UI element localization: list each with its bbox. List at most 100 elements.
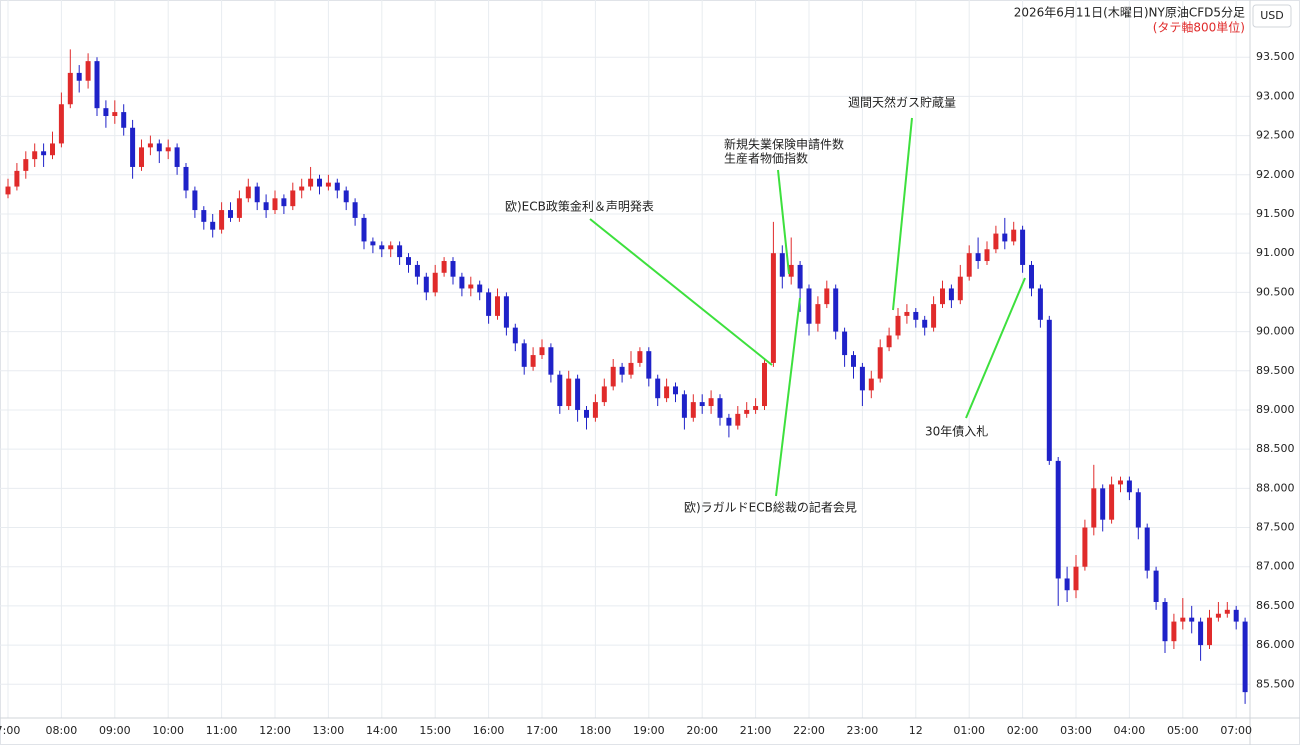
candle-body — [85, 61, 91, 81]
candle-body — [41, 151, 47, 156]
annotation: 欧)ECB政策金利＆声明発表 — [505, 199, 654, 214]
candle-body — [788, 264, 794, 277]
candle-body — [877, 347, 883, 379]
candle-body — [130, 127, 136, 167]
candle-body — [735, 413, 741, 426]
y-tick-label: 88.500 — [1256, 442, 1295, 455]
candle-body — [1002, 233, 1008, 242]
candle-body — [343, 190, 349, 203]
candle-body — [219, 210, 225, 230]
candle-body — [681, 394, 687, 418]
candle-body — [699, 402, 705, 407]
candle-body — [717, 398, 723, 418]
candle-body — [503, 296, 509, 328]
candle-body — [806, 288, 812, 324]
candle-body — [637, 351, 643, 363]
candle-body — [548, 347, 554, 375]
y-tick-label: 89.500 — [1256, 364, 1295, 377]
candle-body — [1135, 492, 1141, 528]
candle-body — [1037, 288, 1043, 320]
candle-body — [1224, 609, 1230, 614]
candle-body — [1233, 609, 1239, 622]
y-tick-label: 91.500 — [1256, 207, 1295, 220]
x-tick-label: 16:00 — [473, 724, 505, 737]
candle-body — [450, 261, 456, 277]
candle-body — [254, 186, 260, 203]
annotation: 新規失業保険申請件数 — [724, 137, 844, 152]
candle-body — [842, 331, 848, 356]
candle-body — [174, 147, 180, 167]
candle-body — [904, 311, 910, 316]
x-tick-label: 14:00 — [366, 724, 398, 737]
candle-body — [468, 284, 474, 289]
x-tick-label: 11:00 — [206, 724, 238, 737]
candles — [5, 49, 1248, 704]
y-tick-label: 87.500 — [1256, 521, 1295, 534]
candle-body — [948, 288, 954, 301]
candle-body — [521, 343, 527, 367]
x-tick-label: 20:00 — [686, 724, 718, 737]
candle-body — [236, 198, 242, 218]
candle-body — [1162, 601, 1168, 642]
x-tick-label: 15:00 — [419, 724, 451, 737]
candle-body — [895, 315, 901, 336]
x-tick-label: 08:00 — [46, 724, 78, 737]
chart-title: 2026年6月11日(木曜日)NY原油CFD5分足 — [1014, 6, 1245, 20]
candle-body — [566, 378, 572, 407]
y-tick-label: 90.000 — [1256, 325, 1295, 338]
y-tick-label: 91.000 — [1256, 246, 1295, 259]
candle-body — [94, 61, 100, 109]
x-tick-label: 03:00 — [1060, 724, 1092, 737]
candle-body — [210, 221, 216, 230]
annotation-line — [892, 117, 913, 311]
grid — [0, 0, 1250, 718]
candle-body — [628, 362, 634, 375]
candle-body — [1118, 480, 1123, 485]
x-tick-label: 21:00 — [740, 724, 772, 737]
candle-body — [770, 253, 776, 363]
x-tick-label: 09:00 — [99, 724, 131, 737]
candle-body — [1215, 613, 1221, 618]
annotations: 欧)ECB政策金利＆声明発表 新規失業保険申請件数 生産者物価指数 週間天然ガス… — [505, 95, 1026, 515]
candle-body — [779, 253, 785, 277]
candle-body — [334, 182, 340, 191]
candle-body — [1242, 621, 1248, 693]
annotation: 30年債入札 — [925, 424, 988, 439]
candle-body — [1091, 488, 1097, 528]
candle-body — [922, 319, 928, 328]
candle-body — [984, 249, 990, 262]
candle-body — [690, 402, 696, 418]
candle-body — [1082, 527, 1088, 567]
y-tick-label: 86.000 — [1256, 638, 1295, 651]
candle-body — [851, 355, 856, 367]
candle-body — [610, 366, 616, 387]
currency-box — [1252, 4, 1292, 28]
candle-body — [325, 182, 331, 187]
annotation: 生産者物価指数 — [724, 151, 808, 166]
candle-body — [664, 386, 670, 399]
candle-body — [192, 190, 198, 211]
y-tick-label: 86.500 — [1256, 599, 1295, 612]
candle-body — [361, 217, 367, 242]
candle-body — [1189, 617, 1195, 622]
y-tick-label: 92.000 — [1256, 168, 1295, 181]
y-tick-label: 85.500 — [1256, 677, 1295, 690]
candle-body — [397, 245, 403, 258]
candle-body — [744, 409, 750, 414]
candle-body — [139, 147, 144, 167]
candle-body — [1109, 484, 1115, 520]
candle-body — [423, 276, 429, 293]
candle-body — [290, 190, 296, 207]
candle-body — [592, 402, 598, 418]
candle-body — [1073, 566, 1079, 591]
y-tick-label: 87.000 — [1256, 560, 1295, 573]
candle-body — [432, 272, 438, 293]
candle-body — [14, 170, 20, 187]
candle-body — [1100, 488, 1106, 520]
candle-body — [1029, 264, 1034, 289]
candle-body — [1198, 621, 1204, 646]
candle-body — [975, 253, 981, 262]
candle-body — [957, 276, 963, 301]
candle-body — [539, 347, 545, 356]
